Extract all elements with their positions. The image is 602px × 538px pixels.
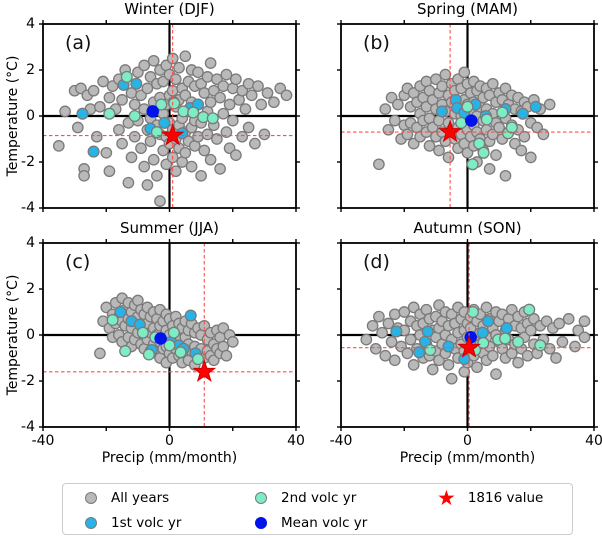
legend-item-mean-volc-yr: Mean volc yr	[255, 513, 367, 533]
legend-item-2nd-volc-yr: 2nd volc yr	[255, 488, 356, 508]
legend-item-1816-value: ★ 1816 value	[437, 486, 544, 510]
legend-label: 1816 value	[467, 490, 544, 506]
x-tick-label: 0	[463, 433, 472, 449]
legend-label: Mean volc yr	[281, 515, 368, 531]
panel-letter-d: (d)	[363, 251, 390, 273]
panel-letter-c: (c)	[65, 251, 91, 273]
summer-scatter-plot	[39, 239, 300, 431]
legend: All years 1st volc yr 2nd volc yr Mean v…	[62, 483, 573, 535]
y-tick-label: 2	[26, 62, 35, 78]
x-tick-label: -40	[329, 433, 353, 449]
panel-title-winter: Winter (DJF)	[124, 0, 215, 18]
legend-label: 2nd volc yr	[281, 490, 357, 506]
legend-label: 1st volc yr	[111, 515, 182, 531]
y-tick-label: -4	[21, 419, 35, 435]
x-tick-label: 0	[165, 433, 174, 449]
y-axis-label-top: Temperature (°C)	[5, 55, 21, 177]
scatter-panel-summer: (c)	[39, 239, 300, 431]
all-years-marker-icon	[85, 492, 97, 504]
panel-letter-b: (b)	[363, 32, 390, 54]
y-tick-label: 2	[26, 281, 35, 297]
red-star-icon: ★	[437, 486, 456, 510]
y-tick-label: 4	[26, 16, 35, 32]
panel-title-spring: Spring (MAM)	[416, 0, 519, 18]
first-volc-marker-icon	[85, 517, 97, 529]
second-volc-marker-icon	[255, 492, 267, 504]
y-axis-label-bottom: Temperature (°C)	[5, 274, 21, 396]
scatter-panel-spring: (b)	[337, 20, 598, 212]
panel-title-summer: Summer (JJA)	[120, 219, 219, 237]
legend-label: All years	[111, 490, 170, 506]
autumn-scatter-plot	[337, 239, 598, 431]
x-tick-label: 40	[585, 433, 602, 449]
mean-volc-marker-icon	[255, 517, 267, 529]
y-tick-label: -2	[21, 373, 35, 389]
y-tick-label: -2	[21, 154, 35, 170]
winter-scatter-plot	[39, 20, 300, 212]
y-tick-label: -4	[21, 200, 35, 216]
x-tick-label: 40	[287, 433, 305, 449]
x-tick-label: -40	[31, 433, 55, 449]
scatter-panel-winter: (a)	[39, 20, 300, 212]
panel-title-autumn: Autumn (SON)	[413, 219, 522, 237]
y-tick-label: 0	[26, 108, 35, 124]
legend-item-all-years: All years	[85, 488, 169, 508]
scatter-panel-autumn: (d)	[337, 239, 598, 431]
y-tick-label: 0	[26, 327, 35, 343]
y-tick-label: 4	[26, 235, 35, 251]
spring-scatter-plot	[337, 20, 598, 212]
x-axis-label-right: Precip (mm/month)	[399, 450, 536, 466]
x-axis-label-left: Precip (mm/month)	[101, 450, 238, 466]
panel-letter-a: (a)	[65, 32, 92, 54]
legend-item-1st-volc-yr: 1st volc yr	[85, 513, 181, 533]
